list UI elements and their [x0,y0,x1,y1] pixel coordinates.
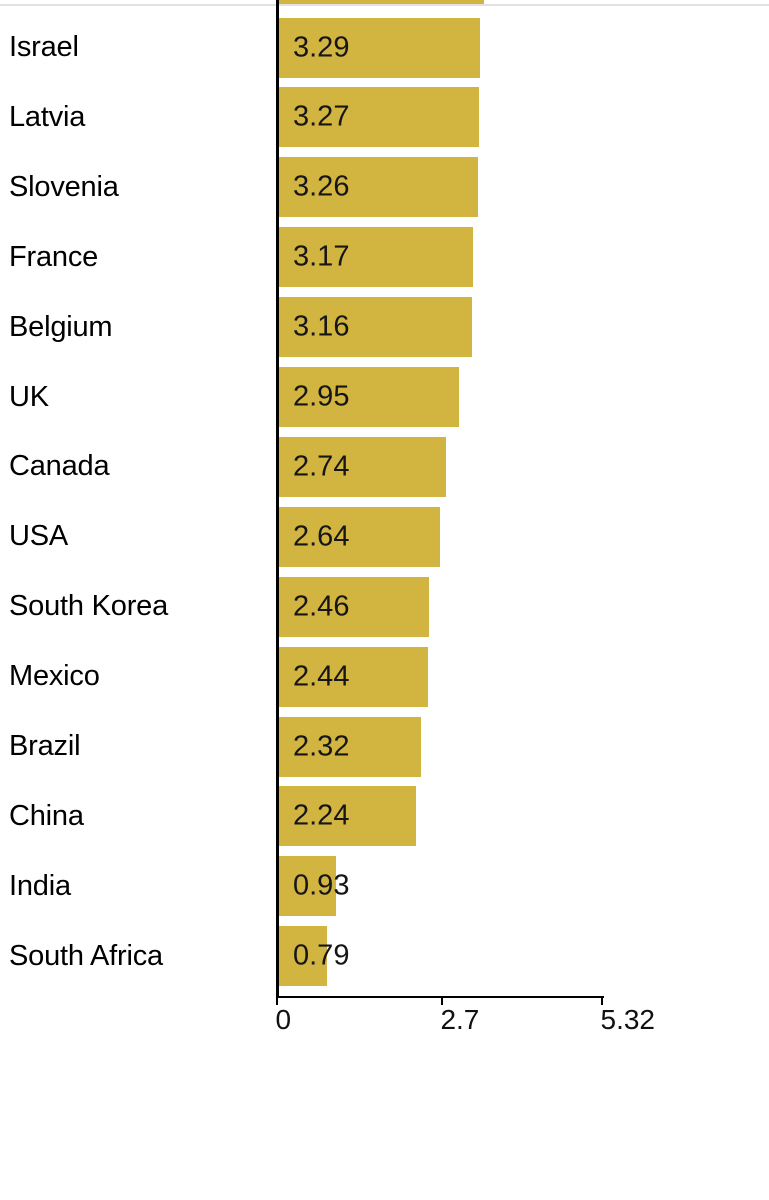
bar: 3.27 [279,87,479,148]
bar: 2.32 [279,716,421,777]
bar: 2.44 [279,646,429,707]
bar-row: UK 2.95 [0,367,769,427]
category-label: Belgium [9,310,113,343]
x-axis-tick-label: 0 [275,1004,292,1035]
category-label: South Africa [9,939,163,972]
bar-row: Canada 2.74 [0,436,769,497]
category-label: France [9,240,99,273]
bar-row: South Korea 2.46 [0,576,769,637]
bar-row: India 0.93 [0,856,769,917]
bar: 2.64 [279,506,441,567]
bar-value-label: 3.16 [293,310,350,343]
bar-value-label: 0.79 [293,939,350,972]
category-label: South Korea [9,590,169,623]
x-axis-tick [441,997,444,1005]
category-label: Brazil [9,730,81,762]
bar-value-label: 3.17 [293,240,350,273]
x-axis-tick [276,997,279,1005]
bar-value-label: 2.24 [293,799,350,832]
x-axis-line [276,995,604,998]
bar: 2.74 [279,436,447,497]
bar-row: Mexico 2.44 [0,646,769,707]
x-axis-tick-label: 2.7 [440,1004,480,1035]
bar: 0.79 [279,926,349,987]
clipped-top-bar [279,0,484,4]
bar-row: France 3.17 [0,227,769,288]
category-label: China [9,799,84,832]
bar-row: USA 2.64 [0,506,769,567]
category-label: Mexico [9,660,100,693]
top-divider-line [0,4,769,6]
bar-row: China 2.24 [0,786,769,847]
x-axis-tick-label: 5.32 [600,1004,656,1035]
bar: 2.24 [279,786,416,847]
bar-value-label: 2.46 [293,590,350,623]
bar-value-label: 2.74 [293,450,350,483]
bar-value-label: 2.44 [293,660,350,693]
bar-row: Belgium 3.16 [0,297,769,358]
bar-row: South Africa 0.79 [0,926,769,987]
category-label: Canada [9,450,110,483]
bar-value-label: 2.32 [293,730,350,762]
bar-value-label: 2.95 [293,380,350,413]
bar: 3.29 [279,17,480,78]
bar-value-label: 3.26 [293,170,350,203]
y-axis-line [276,0,279,997]
bar-value-label: 0.93 [293,869,350,902]
bar-row: Israel 3.29 [0,17,769,78]
bar-row: Slovenia 3.26 [0,157,769,218]
category-label: Latvia [9,100,86,133]
bar: 3.16 [279,297,473,358]
category-label: USA [9,520,69,553]
bar-value-label: 2.64 [293,520,350,553]
category-label: Israel [9,31,79,63]
category-label: UK [9,380,49,413]
bar-value-label: 3.27 [293,100,350,133]
bar: 0.93 [279,856,349,917]
bar: 2.46 [279,576,430,637]
bar-row: Brazil 2.32 [0,716,769,777]
bar-row: Latvia 3.27 [0,87,769,148]
category-label: Slovenia [9,170,119,203]
bar-value-label: 3.29 [293,31,350,63]
bar: 3.17 [279,227,473,288]
bar: 3.26 [279,157,479,218]
x-axis-tick [601,997,604,1005]
category-label: India [9,869,71,902]
bar: 2.95 [279,367,460,427]
